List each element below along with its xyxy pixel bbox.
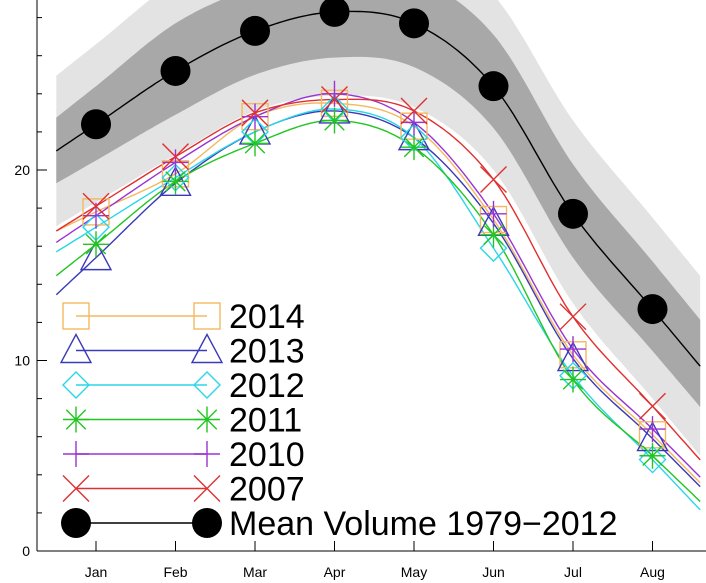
point-s3-2 bbox=[242, 130, 268, 157]
legend-label: 2011 bbox=[229, 402, 302, 440]
point-s3-6 bbox=[560, 366, 586, 393]
point-s1-0 bbox=[79, 240, 113, 271]
point-s6-2 bbox=[240, 15, 270, 46]
point-s4-2 bbox=[242, 103, 268, 130]
y-tick-label: 20 bbox=[14, 162, 30, 178]
y-tick-label: 0 bbox=[22, 543, 30, 559]
point-s5-3 bbox=[321, 86, 348, 114]
point-s6-5 bbox=[478, 71, 509, 102]
series-line-1 bbox=[55, 110, 701, 488]
point-s6-6 bbox=[558, 198, 588, 229]
legend-item: 2013 bbox=[59, 333, 305, 371]
point-s6-3 bbox=[319, 0, 350, 27]
y-tick-label: 10 bbox=[14, 353, 30, 369]
point-s5-4 bbox=[400, 97, 428, 125]
x-tick-label: Jun bbox=[482, 564, 505, 580]
x-tick-label: Apr bbox=[324, 564, 346, 580]
point-s4-6 bbox=[560, 336, 586, 363]
point-s5-5 bbox=[480, 166, 507, 194]
x-tick-label: Jan bbox=[85, 564, 108, 580]
legend-item: 2011 bbox=[63, 402, 302, 440]
x-tick-label: Jul bbox=[564, 564, 582, 580]
legend-label: 2013 bbox=[229, 333, 305, 371]
legend-marker bbox=[59, 333, 93, 364]
legend-marker bbox=[192, 508, 222, 538]
series-markers bbox=[79, 0, 669, 474]
legend-marker bbox=[193, 371, 221, 399]
point-s3-4 bbox=[401, 134, 427, 161]
point-s3-3 bbox=[321, 107, 348, 134]
legend-marker bbox=[193, 475, 221, 502]
x-tick-labels: Jan Feb Mar Apr May Jun Jul Aug bbox=[85, 564, 665, 580]
legend-item: 2007 bbox=[62, 471, 305, 509]
legend-marker bbox=[190, 333, 224, 364]
legend-label: 2012 bbox=[229, 367, 305, 405]
point-s6-1 bbox=[160, 55, 191, 86]
legend-label: 2010 bbox=[229, 436, 305, 474]
legend-marker bbox=[63, 406, 89, 433]
legend-marker bbox=[63, 441, 89, 467]
axes: 0 10 20 Jan Feb Mar Apr May Jun Jul Aug bbox=[14, 0, 706, 580]
point-s3-5 bbox=[480, 221, 507, 248]
series-line-5 bbox=[55, 98, 701, 461]
point-s4-1 bbox=[162, 149, 189, 176]
point-s5-6 bbox=[559, 303, 587, 331]
legend-marker bbox=[62, 371, 90, 399]
point-s3-7 bbox=[639, 442, 666, 469]
legend-label: 2007 bbox=[229, 471, 305, 509]
y-ticks bbox=[37, 17, 47, 552]
x-tick-label: Feb bbox=[163, 564, 187, 580]
legend-item: Mean Volume 1979−2012 bbox=[61, 505, 617, 543]
point-s5-1 bbox=[162, 143, 189, 171]
legend-marker bbox=[193, 302, 221, 330]
legend-marker bbox=[62, 475, 90, 502]
legend-marker bbox=[61, 508, 91, 538]
plot-area bbox=[55, 0, 701, 511]
legend-marker bbox=[194, 441, 220, 467]
point-s6-7 bbox=[637, 294, 668, 325]
legend-label: 2014 bbox=[229, 298, 305, 336]
legend-item: 2010 bbox=[63, 436, 305, 474]
point-s4-5 bbox=[480, 200, 507, 227]
point-s5-7 bbox=[639, 392, 666, 420]
point-s5-2 bbox=[241, 99, 269, 127]
x-ticks bbox=[95, 541, 653, 551]
x-tick-label: May bbox=[401, 564, 427, 580]
legend-marker bbox=[194, 406, 220, 433]
legend-item: 2012 bbox=[62, 367, 305, 405]
series-line-0 bbox=[55, 102, 701, 484]
point-s5-0 bbox=[82, 192, 110, 220]
point-s6-4 bbox=[399, 8, 429, 39]
legend-marker bbox=[62, 302, 90, 330]
x-tick-label: Aug bbox=[640, 564, 665, 580]
point-s6-0 bbox=[81, 109, 111, 140]
point-s3-0 bbox=[83, 231, 109, 258]
legend-label: Mean Volume 1979−2012 bbox=[229, 505, 617, 543]
legend-item: 2014 bbox=[62, 298, 305, 336]
series-line-4 bbox=[55, 93, 701, 478]
x-tick-label: Mar bbox=[243, 564, 267, 580]
y-tick-labels: 0 10 20 bbox=[14, 162, 30, 559]
point-s4-3 bbox=[321, 80, 348, 107]
point-s3-1 bbox=[162, 168, 189, 195]
point-s4-4 bbox=[401, 109, 427, 136]
series-line-2 bbox=[55, 108, 701, 511]
point-s4-7 bbox=[639, 416, 666, 443]
